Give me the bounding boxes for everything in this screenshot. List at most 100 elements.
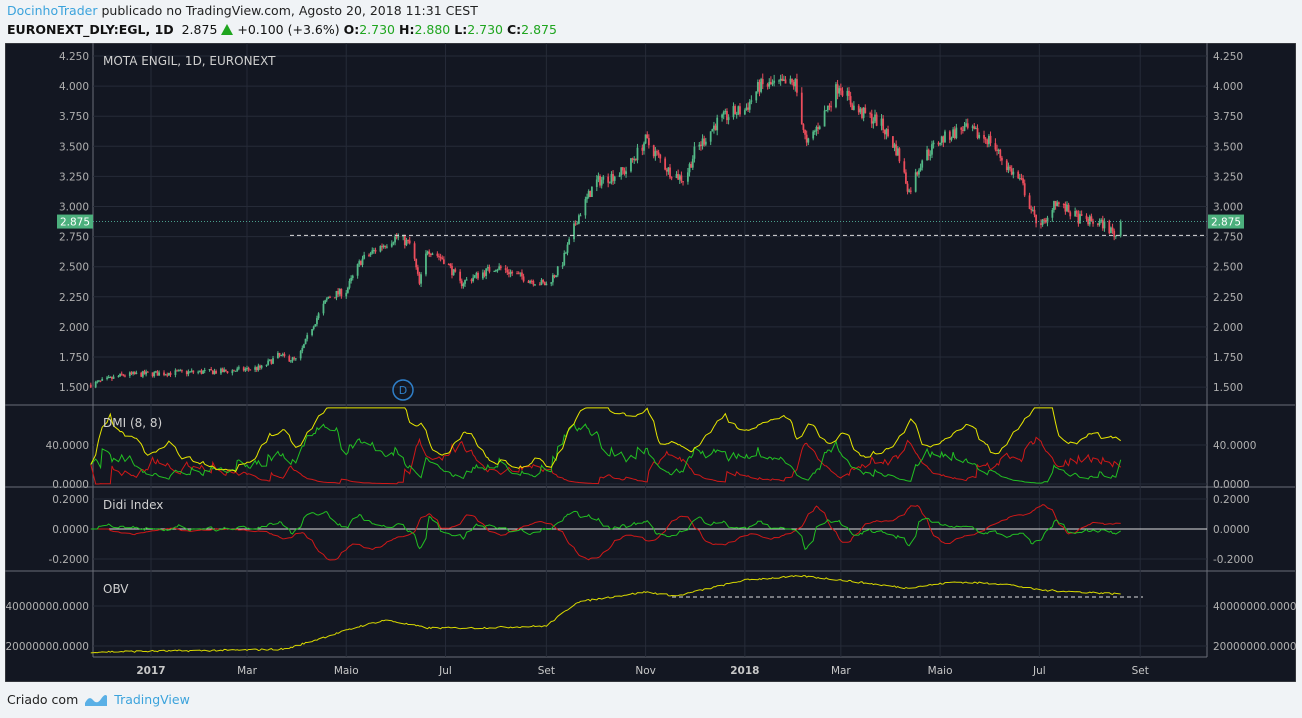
- candle-body: [794, 79, 797, 87]
- candle-body: [164, 374, 167, 376]
- candle: [521, 269, 523, 280]
- candle-body: [976, 128, 979, 138]
- candle-body: [203, 370, 206, 372]
- author-link[interactable]: DocinhoTrader: [7, 3, 98, 18]
- symbol-label: EURONEXT_DLY:EGL, 1D: [7, 22, 174, 37]
- candle: [870, 109, 873, 128]
- candle-body: [805, 134, 808, 143]
- candle: [96, 380, 99, 384]
- candle-body: [1062, 203, 1065, 205]
- candle: [135, 370, 138, 375]
- candle: [931, 140, 933, 159]
- candle-body: [1100, 219, 1103, 222]
- candle: [950, 136, 953, 142]
- candle: [675, 171, 678, 179]
- candle-body: [200, 370, 203, 374]
- candle: [914, 168, 917, 193]
- candle: [449, 263, 452, 269]
- candle-body: [735, 113, 738, 115]
- candle: [322, 300, 325, 316]
- candle: [597, 172, 600, 183]
- candle: [210, 366, 213, 371]
- candle-body: [999, 149, 1002, 158]
- candle-body: [371, 250, 374, 254]
- candle-body: [965, 123, 968, 127]
- candle-body: [511, 271, 514, 274]
- candle-body: [623, 170, 626, 174]
- candle: [760, 77, 763, 94]
- candle: [504, 265, 507, 274]
- candle: [465, 276, 468, 281]
- candle: [1056, 200, 1059, 207]
- candle: [211, 370, 214, 375]
- dmi-axis-label-right: 40.0000: [1213, 440, 1256, 452]
- candle-body: [220, 368, 222, 374]
- candle-body: [495, 270, 497, 272]
- candle-body: [839, 88, 842, 91]
- candle-body: [350, 277, 353, 281]
- candle-body: [633, 159, 636, 161]
- candle: [1040, 219, 1042, 229]
- candle: [794, 78, 797, 92]
- candle-body: [721, 114, 723, 118]
- price-axis-label-right: 3.750: [1213, 111, 1243, 123]
- candle-body: [413, 243, 416, 259]
- candle-body: [122, 374, 125, 376]
- candle-body: [485, 268, 488, 276]
- candle: [1010, 165, 1013, 176]
- candle: [818, 125, 821, 130]
- candle: [527, 279, 530, 284]
- candle-body: [1051, 209, 1054, 218]
- candle: [99, 380, 102, 383]
- candle: [233, 369, 235, 372]
- candle: [875, 112, 878, 127]
- dmi-plus-di-line: [90, 422, 1122, 484]
- candle: [392, 241, 395, 246]
- candle-body: [141, 371, 144, 377]
- candle-body: [1077, 213, 1080, 224]
- price-axis-label-right: 2.250: [1213, 292, 1243, 304]
- candle: [255, 366, 258, 372]
- candle-body: [613, 176, 616, 181]
- candle-body: [1020, 178, 1023, 180]
- candle: [836, 79, 839, 100]
- candle: [691, 155, 694, 170]
- candle-body: [314, 324, 317, 327]
- candle-body: [630, 158, 632, 172]
- candle-body: [356, 264, 359, 276]
- candle: [280, 354, 283, 357]
- candle-body: [361, 258, 364, 265]
- candle-body: [483, 272, 486, 276]
- candle: [664, 156, 667, 171]
- candle-body: [838, 88, 841, 94]
- published-text: publicado no TradingView.com, Agosto 20,…: [101, 3, 478, 18]
- candle-body: [895, 144, 898, 156]
- candle-body: [316, 318, 318, 325]
- candle: [351, 274, 354, 281]
- candle-body: [176, 370, 178, 372]
- candle-body: [643, 143, 645, 151]
- candle-body: [395, 236, 398, 238]
- candle-body: [281, 354, 284, 356]
- candle-body: [880, 118, 883, 126]
- candle-body: [657, 152, 660, 155]
- candle-body: [1012, 171, 1015, 175]
- candle-body: [597, 175, 600, 180]
- price-axis-label-left: 3.250: [59, 171, 89, 183]
- candle: [644, 134, 647, 145]
- price-axis-label-left: 2.750: [59, 232, 89, 244]
- candle-body: [818, 126, 821, 130]
- candle: [1103, 218, 1106, 232]
- candle-body: [670, 177, 673, 179]
- chart-canvas[interactable]: 2017 Mar Maio Jul Set Nov 2018 Mar Maio Jul Set 4.2…: [5, 43, 1296, 682]
- candle-body: [540, 279, 543, 285]
- candle-body: [909, 190, 912, 192]
- candle: [542, 278, 545, 284]
- tradingview-link[interactable]: TradingView: [114, 692, 190, 707]
- candle: [508, 268, 510, 278]
- candle: [325, 297, 328, 303]
- candle-body: [1110, 227, 1112, 234]
- candle-body: [390, 243, 393, 247]
- candle-body: [519, 272, 522, 274]
- candle-body: [112, 376, 115, 379]
